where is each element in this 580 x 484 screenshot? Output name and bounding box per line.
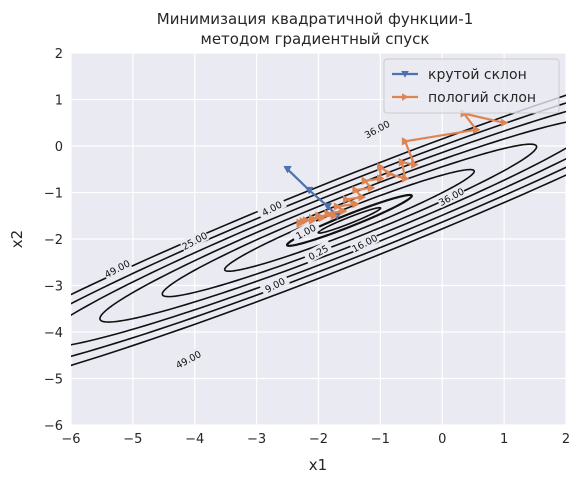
- y-tick-label: 1: [55, 94, 63, 109]
- data-point: [304, 186, 314, 195]
- contour-line: [223, 168, 476, 273]
- legend: крутой склон пологий склон: [383, 58, 560, 114]
- data-point: [401, 174, 410, 183]
- x-tick-label: −4: [185, 432, 204, 447]
- data-point: [367, 183, 376, 193]
- data-point: [401, 137, 410, 146]
- y-tick-label: −5: [44, 373, 63, 388]
- contour-line: [317, 206, 382, 234]
- data-point: [386, 169, 394, 179]
- y-tick-label: −6: [44, 419, 63, 434]
- data-point: [398, 158, 407, 167]
- legend-item: пологий склон: [392, 90, 536, 106]
- contour-line: [285, 193, 413, 247]
- data-point: [333, 202, 342, 211]
- title-line-1: Минимизация квадратичной функции-1: [157, 10, 474, 28]
- y-tick-label: 2: [55, 47, 63, 62]
- x-tick-label: −1: [371, 432, 390, 447]
- data-point: [411, 160, 419, 169]
- data-point: [296, 219, 305, 228]
- x-tick-label: 2: [562, 432, 570, 447]
- legend-label: пологий склон: [428, 90, 536, 106]
- x-tick-label: 0: [438, 432, 446, 447]
- data-point: [324, 209, 333, 218]
- y-tick-label: −4: [44, 326, 63, 341]
- contour-line: [71, 102, 566, 358]
- x-axis-ticks: −6 −5 −4 −3 −2 −1 0 1 2: [61, 432, 570, 447]
- legend-item: крутой склон: [392, 67, 527, 83]
- data-point: [352, 185, 360, 195]
- data-point: [352, 199, 360, 209]
- data-point: [343, 195, 351, 204]
- data-point: [330, 211, 339, 220]
- x-tick-label: −2: [309, 432, 328, 447]
- legend-label: крутой склон: [428, 67, 527, 83]
- x-tick-label: −6: [61, 432, 80, 447]
- y-tick-label: −3: [44, 280, 63, 295]
- x-axis-label: x1: [309, 456, 327, 474]
- data-point: [318, 213, 326, 223]
- data-point: [358, 192, 367, 202]
- legend-marker: [401, 70, 409, 78]
- data-point: [339, 206, 348, 216]
- x-tick-label: −3: [247, 432, 266, 447]
- data-point: [283, 165, 292, 174]
- data-point: [361, 176, 370, 186]
- contour-labels: 0.251.004.009.0016.0025.0036.0036.0049.0…: [101, 116, 466, 372]
- y-tick-label: −1: [44, 187, 63, 202]
- contour-line: [71, 110, 566, 346]
- y-axis-label: x2: [8, 230, 26, 248]
- y-tick-label: 0: [55, 140, 63, 155]
- legend-box: [383, 58, 560, 114]
- chart-title: Минимизация квадратичной функции-1 метод…: [157, 10, 474, 48]
- y-tick-label: −2: [44, 233, 63, 248]
- title-line-2: методом градиентный спуск: [201, 30, 430, 48]
- data-point: [500, 118, 509, 127]
- y-axis-ticks: −6 −5 −4 −3 −2 −1 0 1 2: [44, 47, 63, 434]
- legend-marker: [401, 93, 409, 101]
- x-tick-label: −5: [123, 432, 142, 447]
- contour-line: [99, 121, 566, 323]
- data-point: [377, 162, 385, 172]
- data-point: [472, 125, 481, 134]
- data-point: [323, 203, 333, 211]
- x-tick-label: 1: [500, 432, 508, 447]
- data-point: [377, 174, 385, 183]
- series-line: [286, 168, 338, 217]
